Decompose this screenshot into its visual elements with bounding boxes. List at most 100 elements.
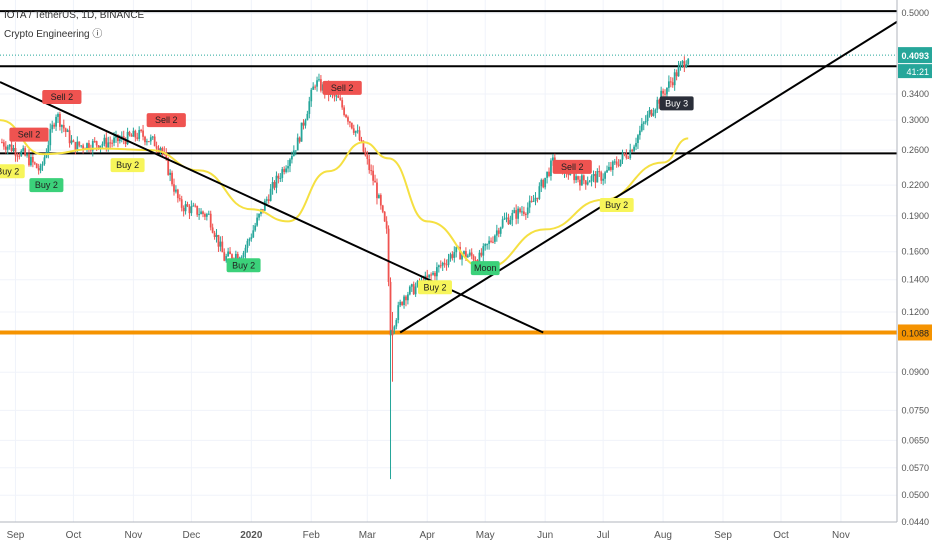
price-tick-label: 0.3000 — [901, 115, 929, 125]
signal-marker-buy: Buy 2 — [110, 158, 145, 173]
candle-body — [37, 168, 40, 171]
candle-body — [414, 286, 417, 295]
candle-body — [592, 174, 595, 177]
candle-body — [408, 286, 411, 295]
candle-body — [453, 252, 456, 258]
candle-body — [526, 207, 529, 215]
candle-body — [298, 137, 301, 142]
candle-body — [609, 166, 612, 170]
candle-body — [437, 265, 440, 268]
candle-body — [349, 121, 351, 123]
price-tick-label: 0.1400 — [901, 275, 929, 285]
candle-body — [381, 205, 384, 212]
signal-marker-label: Sell 2 — [51, 92, 74, 102]
candle-body — [575, 176, 577, 181]
candle-body — [51, 124, 54, 130]
indicator-name[interactable]: Crypto Engineering ⓘ — [4, 29, 103, 40]
candle-body — [594, 174, 597, 183]
candle-body — [178, 198, 181, 200]
candle-body — [343, 107, 346, 115]
candle-body — [91, 141, 94, 151]
candle-body — [358, 130, 361, 141]
candle-body — [509, 220, 512, 225]
candle-body — [149, 137, 152, 142]
candle-body — [134, 130, 137, 138]
candle-body — [584, 180, 587, 185]
candle-body — [107, 142, 110, 148]
candle-body — [24, 148, 27, 156]
candle-body — [76, 141, 79, 152]
signal-marker-box — [417, 280, 452, 295]
price-tick-label: 0.0500 — [901, 490, 929, 500]
grid — [0, 0, 897, 523]
candle-body — [548, 171, 550, 177]
candle-body — [111, 142, 114, 144]
candle-body — [310, 89, 313, 102]
candle-body — [466, 255, 469, 258]
candle-body — [372, 170, 375, 181]
signal-marker-box — [226, 258, 261, 273]
candle-body — [642, 122, 645, 124]
candle-body — [248, 239, 251, 241]
candle-body — [320, 79, 322, 91]
candle-body — [70, 140, 73, 144]
candle-body — [356, 130, 359, 132]
candle-body — [350, 122, 353, 129]
candle-body — [39, 165, 42, 171]
candle-body — [658, 99, 661, 104]
candle-body — [101, 143, 104, 146]
signal-marker-label: Buy 3 — [665, 98, 688, 108]
candle-body — [439, 265, 442, 267]
candle-body — [292, 150, 295, 157]
candle-body — [80, 145, 83, 147]
candle-body — [654, 109, 657, 114]
candle-body — [304, 120, 307, 126]
candle-body — [368, 159, 371, 171]
candle-body — [395, 320, 398, 327]
time-tick-label: Sep — [714, 530, 732, 541]
price-tick-label: 0.2200 — [901, 180, 929, 190]
candle-body — [385, 221, 388, 229]
candle-body — [118, 139, 121, 142]
candle-body — [99, 145, 102, 149]
candle-body — [283, 169, 286, 172]
candle-body — [33, 162, 36, 164]
candle-body — [275, 175, 278, 188]
candle-body — [383, 211, 386, 222]
candle-body — [615, 161, 618, 165]
candle-body — [265, 199, 268, 201]
candle-body — [637, 135, 639, 144]
candle-body — [64, 128, 67, 132]
time-tick-label: Dec — [182, 530, 200, 541]
candle-body — [254, 225, 257, 231]
candle-body — [242, 252, 245, 258]
candle-body — [339, 97, 342, 101]
candle-body — [16, 155, 19, 157]
candle-body — [20, 150, 23, 156]
signal-marker-buy: Buy 2 — [417, 280, 452, 295]
candle-body — [8, 144, 11, 147]
trendlines — [0, 20, 898, 334]
candle-body — [378, 195, 380, 199]
candle-body — [362, 140, 365, 152]
candle-body — [306, 113, 309, 121]
signal-marker-box — [659, 96, 694, 111]
price-axis[interactable]: 0.5000 0.3400 0.3000 0.2600 0.2200 0.1900 0.16… — [896, 0, 932, 550]
candle-body — [546, 171, 548, 178]
candle-body — [196, 205, 199, 215]
candle-body — [28, 154, 30, 166]
candle-body — [190, 206, 193, 214]
candle-body — [281, 169, 284, 178]
candle-body — [213, 232, 216, 237]
candle-body — [263, 200, 266, 211]
candle-body — [683, 61, 686, 68]
signal-marker-buy-strong: Buy 2 — [226, 258, 261, 273]
candle-body — [314, 86, 317, 88]
candle-body — [432, 272, 434, 275]
candle-body — [656, 99, 659, 110]
candle-body — [57, 113, 59, 117]
time-axis[interactable]: Sep Oct Nov Dec 2020 Feb Mar Apr May Jun Jul Aug Sep… — [0, 521, 897, 550]
signal-marker-sell: Sell 2 — [552, 159, 592, 174]
